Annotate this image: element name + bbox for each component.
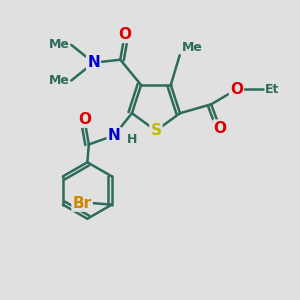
Text: Et: Et	[265, 83, 279, 96]
Text: O: O	[118, 27, 131, 42]
Text: Me: Me	[182, 41, 203, 54]
Text: S: S	[150, 123, 161, 138]
Text: O: O	[78, 112, 91, 127]
Text: O: O	[230, 82, 243, 97]
Text: N: N	[108, 128, 121, 143]
Text: Me: Me	[49, 38, 70, 51]
Text: N: N	[87, 55, 100, 70]
Text: H: H	[127, 133, 137, 146]
Text: Br: Br	[73, 196, 92, 211]
Text: Me: Me	[49, 74, 70, 87]
Text: O: O	[214, 121, 226, 136]
